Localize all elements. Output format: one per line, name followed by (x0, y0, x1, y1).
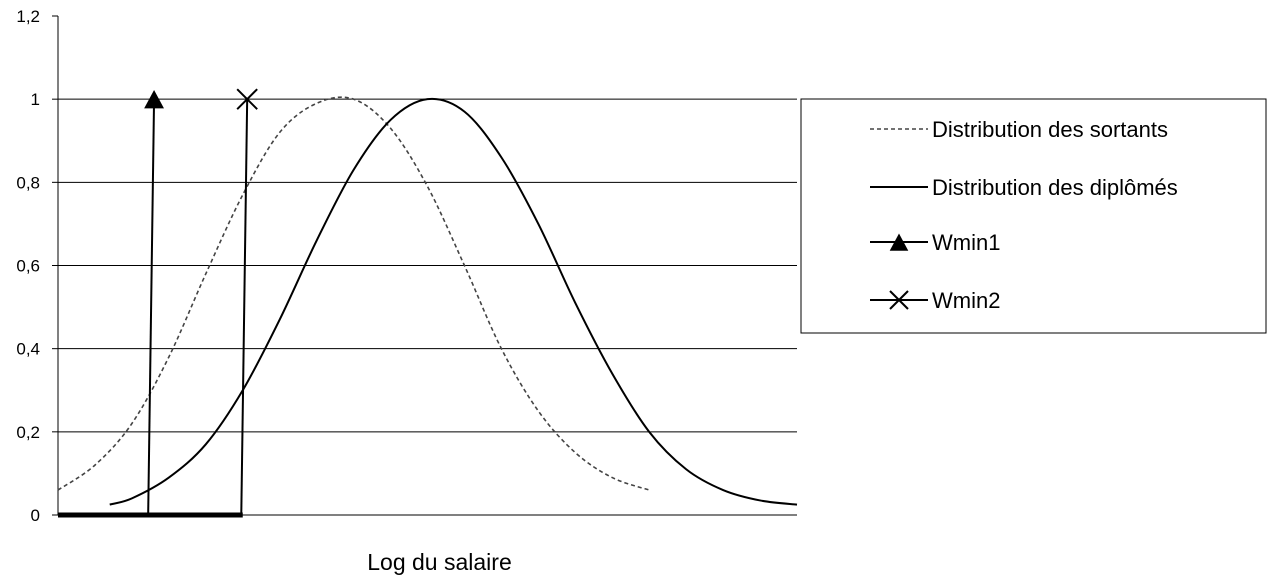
series-2 (144, 89, 164, 516)
y-tick-label: 0,4 (16, 340, 40, 359)
series-line (57, 96, 650, 491)
series-0 (57, 96, 650, 491)
legend: Distribution des sortants Distribution de… (800, 98, 1267, 334)
y-tick-label: 0 (31, 506, 40, 525)
y-tick-label: 1,2 (16, 7, 40, 26)
legend-item: Wmin1 (870, 230, 1000, 255)
cross-stroke (889, 290, 909, 310)
y-tick-label: 0,2 (16, 423, 40, 442)
legend-box (800, 98, 1267, 334)
legend-label: Wmin2 (932, 288, 1000, 313)
series-1 (109, 97, 798, 506)
legend-item: Distribution des sortants (870, 117, 1168, 142)
legend-marker-triangle (889, 233, 909, 251)
cross-stroke (236, 88, 258, 110)
y-tick-label: 0,6 (16, 257, 40, 276)
series-line (147, 99, 156, 516)
legend-label: Wmin1 (932, 230, 1000, 255)
series-line (109, 97, 798, 506)
data-point-cross (236, 88, 258, 110)
series-line (240, 99, 249, 516)
legend-label: Distribution des sortants (932, 117, 1168, 142)
y-axis: 0 0,2 0,4 0,6 0,8 1 1,2 (16, 7, 797, 525)
legend-marker-cross (889, 290, 909, 310)
data-point-triangle (144, 89, 164, 109)
legend-label: Distribution des diplômés (932, 175, 1178, 200)
y-tick-label: 1 (31, 90, 40, 109)
legend-item: Wmin2 (870, 288, 1000, 313)
legend-item: Distribution des diplômés (870, 175, 1178, 200)
y-tick-label: 0,8 (16, 173, 40, 192)
x-axis-label: Log du salaire (367, 549, 512, 575)
series-3 (236, 88, 258, 516)
series-layer (57, 88, 798, 518)
grid (58, 98, 797, 433)
